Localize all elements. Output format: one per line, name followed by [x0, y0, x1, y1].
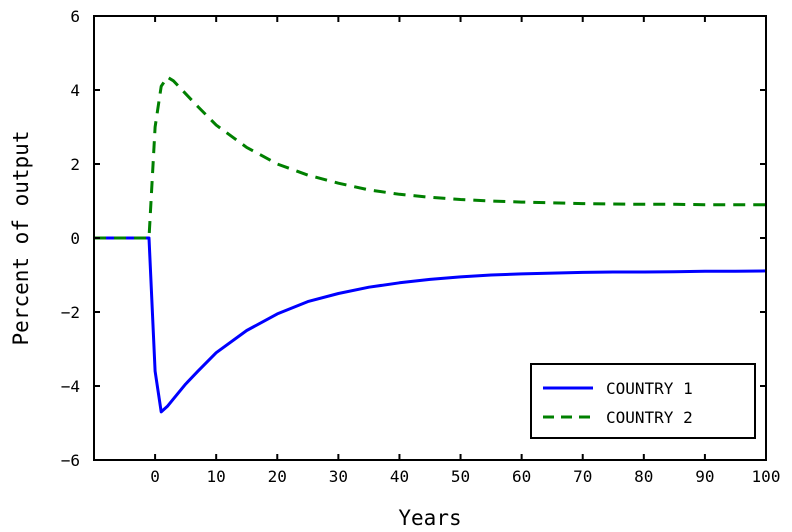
y-tick-label: 4 — [70, 81, 80, 100]
y-tick-label: 6 — [70, 7, 80, 26]
y-axis-label: Percent of output — [9, 131, 33, 346]
series-line-country-2 — [94, 75, 766, 240]
x-tick-label: 80 — [634, 467, 653, 486]
x-tick-label: 20 — [268, 467, 287, 486]
x-tick-label: 0 — [150, 467, 160, 486]
x-tick-label: 50 — [451, 467, 470, 486]
y-tick-label: −4 — [61, 377, 80, 396]
x-tick-label: 100 — [752, 467, 781, 486]
x-tick-label: 40 — [390, 467, 409, 486]
series-line-country-1 — [94, 236, 767, 414]
x-tick-label: 60 — [512, 467, 531, 486]
series-layer — [94, 75, 767, 414]
legend-box — [530, 363, 756, 439]
legend-label-country-1: COUNTRY 1 — [606, 379, 693, 398]
x-tick-label: 30 — [329, 467, 348, 486]
y-tick-label: 2 — [70, 155, 80, 174]
legend-label-country-2: COUNTRY 2 — [606, 408, 693, 427]
x-tick-label: 90 — [695, 467, 714, 486]
x-axis-label: Years — [398, 506, 461, 530]
legend: COUNTRY 1 COUNTRY 2 — [530, 363, 756, 439]
x-tick-label: 70 — [573, 467, 592, 486]
y-tick-label: −6 — [61, 451, 80, 470]
y-tick-label: 0 — [70, 229, 80, 248]
x-tick-label: 10 — [207, 467, 226, 486]
y-tick-label: −2 — [61, 303, 80, 322]
